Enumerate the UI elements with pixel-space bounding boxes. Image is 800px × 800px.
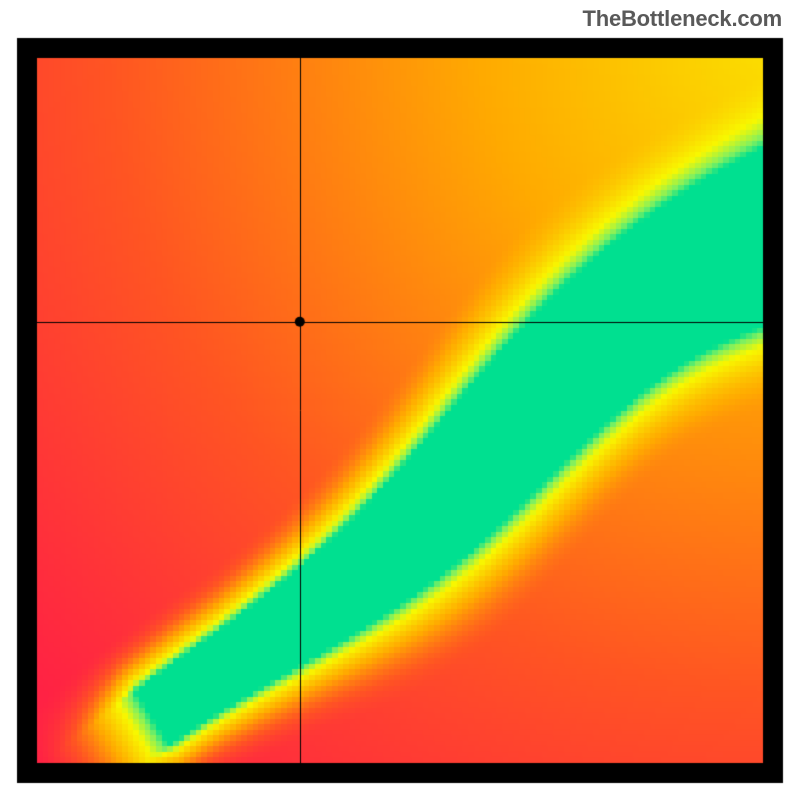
heatmap-canvas	[0, 0, 800, 800]
chart-container: TheBottleneck.com	[0, 0, 800, 800]
watermark-text: TheBottleneck.com	[582, 6, 782, 32]
